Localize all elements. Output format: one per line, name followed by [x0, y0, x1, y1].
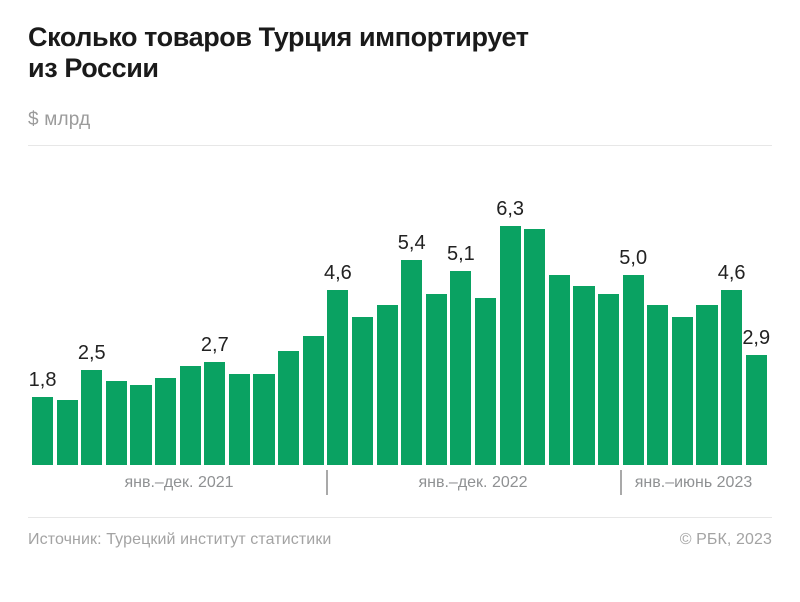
bar — [179, 366, 201, 465]
copyright-note: © РБК, 2023 — [679, 531, 772, 548]
bar-slot — [179, 146, 201, 465]
bar-slot — [524, 146, 546, 465]
bar-value-label: 4,6 — [717, 262, 746, 285]
bar — [376, 305, 398, 465]
chart-card: Сколько товаров Турция импортирует из Ро… — [0, 22, 800, 602]
bar-slot: 5,0 — [619, 146, 647, 465]
bar — [228, 373, 250, 465]
bar-slot — [228, 146, 250, 465]
bar — [278, 351, 300, 465]
page-title: Сколько товаров Турция импортирует из Ро… — [28, 22, 772, 84]
bar-slot — [302, 146, 324, 465]
bar-slot — [671, 146, 693, 465]
bar — [425, 294, 447, 465]
bar — [253, 373, 275, 465]
bar — [81, 370, 103, 465]
bar-slot — [696, 146, 718, 465]
chart-footer: Источник: Турецкий институт статистики ©… — [28, 531, 772, 549]
bar-value-label: 2,5 — [77, 342, 106, 364]
chart-unit-label: $ млрд — [28, 109, 91, 130]
bar — [56, 400, 78, 465]
bar-slot: 2,5 — [78, 146, 106, 465]
bar-slot — [573, 146, 595, 465]
bar — [499, 225, 521, 465]
bar — [327, 290, 349, 465]
chart-header: Сколько товаров Турция импортирует из Ро… — [28, 22, 772, 131]
bar — [745, 354, 767, 465]
bar-slot: 4,6 — [324, 146, 352, 465]
bar-slot — [548, 146, 570, 465]
source-note: Источник: Турецкий институт статистики — [28, 531, 332, 548]
bar-slot — [253, 146, 275, 465]
bar-value-label: 6,3 — [496, 197, 525, 220]
title-line-2: из России — [28, 53, 159, 83]
bar-value-label: 5,4 — [397, 231, 426, 254]
bar-slot — [130, 146, 152, 465]
axis-group-label: янв.–дек. 2022 — [418, 474, 528, 491]
bar — [647, 305, 669, 465]
bar-slot — [351, 146, 374, 465]
bar-slot — [56, 146, 78, 465]
bar-slot: 6,3 — [496, 146, 524, 465]
bar-value-label: 1,8 — [28, 368, 57, 391]
bar-slot: 4,6 — [718, 146, 746, 465]
axis-group-label: янв.–дек. 2021 — [124, 474, 234, 491]
bar-value-label: 5,0 — [619, 247, 648, 269]
bar — [351, 316, 374, 465]
header-divider — [28, 145, 772, 146]
bar — [130, 385, 152, 465]
bar — [105, 381, 127, 465]
x-axis: янв.–дек. 2021 янв.–дек. 2022 янв.–июнь 20… — [32, 465, 767, 499]
bar — [622, 275, 644, 465]
bar-value-label: 2,9 — [742, 326, 771, 349]
bar — [155, 377, 177, 465]
axis-divider-tick — [620, 470, 622, 495]
bar-slot: 5,1 — [447, 146, 475, 465]
bar — [474, 297, 497, 465]
bar — [401, 259, 423, 465]
axis-group-label: янв.–июнь 2023 — [634, 474, 753, 491]
bar — [204, 362, 226, 465]
bar-value-label: 2,7 — [200, 334, 229, 357]
bar-slot — [105, 146, 127, 465]
bar — [302, 335, 324, 465]
bar — [450, 271, 472, 465]
bar-slot — [598, 146, 620, 465]
bar-value-label: 5,1 — [447, 243, 475, 266]
bar-chart: 1,8 2,5 2,7 4,6 5,4 5,1 6,3 5,0 4,6 2,9 — [29, 146, 770, 465]
bar-slot — [155, 146, 177, 465]
bar — [548, 275, 570, 465]
bar-slot: 5,4 — [398, 146, 426, 465]
bar — [721, 290, 743, 465]
bar — [524, 229, 546, 465]
bar — [671, 316, 693, 465]
bar-slot: 2,9 — [742, 146, 770, 465]
title-line-1: Сколько товаров Турция импортирует — [28, 22, 529, 52]
bar — [32, 396, 54, 465]
bar-slot — [647, 146, 669, 465]
bar-slot — [376, 146, 398, 465]
axis-divider-tick — [326, 470, 328, 495]
bar-slot — [278, 146, 300, 465]
bar-slot: 2,7 — [201, 146, 229, 465]
bar — [598, 294, 620, 465]
bar — [573, 286, 595, 465]
bar — [696, 305, 718, 465]
bar-slot — [425, 146, 447, 465]
bar-slot — [474, 146, 497, 465]
bar-slot: 1,8 — [29, 146, 56, 465]
footer-divider — [28, 517, 772, 518]
bar-value-label: 4,6 — [323, 262, 352, 285]
